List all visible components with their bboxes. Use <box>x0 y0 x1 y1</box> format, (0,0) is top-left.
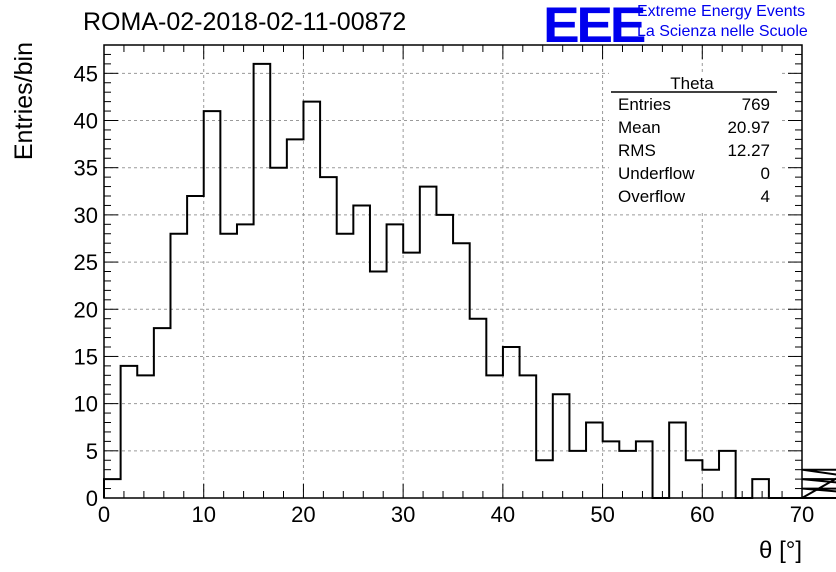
stats-label: Entries <box>618 95 671 114</box>
histogram-bin <box>702 470 719 498</box>
y-tick-label: 5 <box>86 439 98 464</box>
stats-label: Underflow <box>618 164 695 183</box>
histogram-bin <box>752 479 769 498</box>
stats-title: Theta <box>670 74 714 93</box>
histogram-bin <box>586 423 603 499</box>
stats-value: 769 <box>742 95 770 114</box>
histogram-bin <box>636 441 653 498</box>
histogram-bin <box>619 451 636 498</box>
x-tick-label: 50 <box>590 502 614 527</box>
stats-value: 4 <box>761 187 770 206</box>
histogram-bin <box>669 423 686 499</box>
histogram-bin <box>121 366 138 498</box>
histogram-bin <box>353 205 370 498</box>
histogram-bin <box>403 253 420 498</box>
x-tick-label: 20 <box>291 502 315 527</box>
y-tick-label: 25 <box>74 250 98 275</box>
x-tick-label: 30 <box>391 502 415 527</box>
histogram-bin <box>603 441 620 498</box>
stats-label: Overflow <box>618 187 686 206</box>
histogram-bin <box>154 328 171 498</box>
histogram-bin <box>237 224 254 498</box>
histogram-bin <box>387 224 404 498</box>
histogram-bin <box>686 460 703 498</box>
histogram-bin <box>220 234 237 498</box>
histogram-bin <box>536 460 553 498</box>
histogram-bin <box>303 102 320 498</box>
histogram-bin <box>370 272 387 499</box>
histogram-bin <box>204 111 221 498</box>
histogram-bin <box>104 479 121 498</box>
x-tick-label: 70 <box>790 502 814 527</box>
stats-value: 20.97 <box>727 118 770 137</box>
x-tick-label: 60 <box>690 502 714 527</box>
stats-box-bg <box>609 72 779 212</box>
x-tick-label: 40 <box>491 502 515 527</box>
histogram-series <box>103 62 836 499</box>
y-tick-label: 40 <box>74 109 98 134</box>
histogram-bin <box>569 451 586 498</box>
x-tick-label: 10 <box>191 502 215 527</box>
histogram-bin <box>320 177 337 498</box>
y-tick-label: 0 <box>86 486 98 511</box>
y-tick-label: 20 <box>74 297 98 322</box>
stats-value: 12.27 <box>727 141 770 160</box>
y-tick-label: 45 <box>74 61 98 86</box>
logo-text: Extreme Energy Events La Scienza nelle S… <box>637 2 808 42</box>
x-tick-label: 0 <box>98 502 110 527</box>
histogram-bin <box>436 215 453 498</box>
histogram-bin <box>254 64 271 498</box>
histogram-bin <box>470 319 487 498</box>
y-axis-label: Entries/bin <box>10 42 38 160</box>
y-tick-label: 10 <box>74 392 98 417</box>
histogram-bin <box>137 375 154 498</box>
histogram-bin <box>270 168 287 498</box>
histogram-bin <box>553 394 570 498</box>
stats-label: Mean <box>618 118 661 137</box>
logo-line-1: Extreme Energy Events <box>637 3 806 20</box>
histogram-bin <box>503 347 520 498</box>
histogram-bin <box>187 196 204 498</box>
eee-logo: EEE <box>543 0 646 53</box>
logo-line-2: La Scienza nelle Scuole <box>637 23 808 40</box>
histogram-bin <box>486 375 503 498</box>
chart-title: ROMA-02-2018-02-11-00872 <box>83 8 407 36</box>
y-tick-label: 30 <box>74 203 98 228</box>
stats-value: 0 <box>761 164 770 183</box>
histogram-bin <box>170 234 187 498</box>
x-axis-label: θ [°] <box>759 537 802 564</box>
histogram-bin <box>287 139 304 498</box>
histogram-bin <box>520 375 537 498</box>
histogram-bin <box>420 187 437 498</box>
stats-label: RMS <box>618 141 656 160</box>
y-tick-label: 35 <box>74 156 98 181</box>
histogram-bin <box>719 451 736 498</box>
histogram-bin <box>337 234 354 498</box>
histogram-bin <box>453 243 470 498</box>
y-tick-label: 15 <box>74 344 98 369</box>
